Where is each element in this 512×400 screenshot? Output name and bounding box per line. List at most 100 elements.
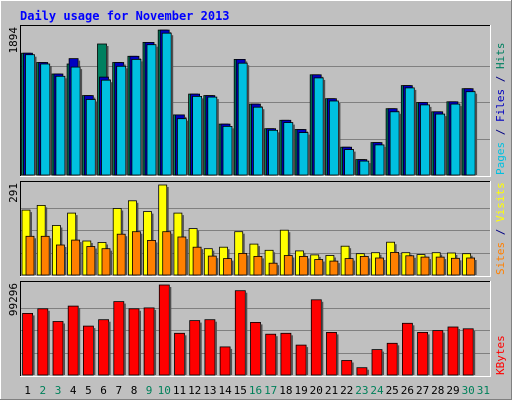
- bar: [435, 256, 445, 276]
- x-tick-label: 31: [477, 384, 490, 397]
- x-tick-label: 14: [218, 384, 232, 397]
- legend-segment: /: [494, 122, 507, 142]
- bar: [25, 54, 35, 176]
- bar: [420, 256, 430, 276]
- bar-shadow: [80, 69, 83, 175]
- bar: [295, 344, 307, 376]
- chart-panels: 1894 Pages / Files / Hits 291 Sites / Visit…: [7, 25, 507, 377]
- bar: [356, 367, 368, 376]
- legend-segment: Pages: [494, 142, 507, 175]
- x-tick-label: 2: [39, 384, 46, 397]
- bar-shadow: [427, 334, 430, 375]
- bar-shadow: [353, 260, 356, 275]
- bar-shadow: [351, 362, 354, 375]
- bar: [116, 233, 126, 276]
- bar-shadow: [322, 261, 325, 275]
- bar-shadow: [413, 257, 416, 275]
- x-axis-tick-labels: 1 2 3 4 5 6 7 8 9 10 11 12 13 14 15 16 17 18 19 20 21 22 23 24 2…: [24, 384, 490, 397]
- bar-shadow: [170, 233, 173, 275]
- bar: [344, 258, 354, 276]
- bar: [177, 236, 187, 276]
- x-tick-label: 20: [310, 384, 323, 397]
- x-tick-label: 11: [173, 384, 186, 397]
- bar: [55, 75, 66, 176]
- panel-top: 1894 Pages / Files / Hits: [7, 25, 507, 177]
- bar: [435, 113, 446, 176]
- bar: [98, 319, 109, 376]
- bar: [25, 235, 35, 276]
- bar-shadow: [261, 258, 264, 275]
- bar: [162, 231, 172, 276]
- bar: [67, 305, 79, 376]
- bar: [375, 257, 384, 276]
- bar-shadow: [368, 163, 371, 175]
- bar: [192, 246, 202, 276]
- bar: [128, 308, 140, 376]
- axis-max-label: 291: [7, 183, 20, 203]
- bar: [250, 321, 261, 376]
- x-tick-label: 26: [401, 384, 414, 397]
- bar-shadow: [155, 242, 158, 275]
- bar-shadow: [49, 66, 52, 175]
- legend-segment: Visits: [494, 182, 507, 222]
- bar-shadow: [384, 146, 386, 175]
- bar: [265, 333, 277, 376]
- bar: [326, 331, 337, 376]
- bar: [344, 149, 355, 176]
- bar: [83, 325, 94, 376]
- bar: [341, 360, 353, 376]
- bar-shadow: [94, 248, 97, 275]
- bar: [374, 144, 385, 176]
- bar: [420, 104, 430, 176]
- bar-shadow: [323, 79, 326, 175]
- bar-shadow: [337, 263, 340, 275]
- bar-shadow: [247, 65, 250, 175]
- bar: [131, 59, 142, 176]
- bar: [22, 312, 34, 376]
- x-tick-label: 21: [325, 384, 338, 397]
- bar-shadow: [78, 308, 81, 375]
- x-tick-label: 29: [446, 384, 459, 397]
- bar: [131, 231, 141, 276]
- x-tick-label: 3: [55, 384, 62, 397]
- bar: [405, 255, 415, 276]
- bar-shadow: [214, 321, 217, 375]
- legend-segment: Hits: [494, 43, 507, 70]
- bar-shadow: [382, 351, 384, 375]
- bar: [52, 321, 64, 376]
- legend-segment: Files: [494, 89, 507, 122]
- bar-shadow: [169, 287, 172, 375]
- bar-shadow: [292, 257, 295, 275]
- bar-shadow: [292, 124, 295, 175]
- series-kbytes: [22, 284, 476, 376]
- legend-segment: Sites: [494, 242, 507, 275]
- bar: [237, 62, 248, 176]
- bar: [219, 346, 231, 376]
- bar: [371, 349, 383, 376]
- bar-shadow: [231, 260, 234, 275]
- bar-shadow: [123, 303, 126, 375]
- bar-shadow: [63, 323, 65, 375]
- bar-shadow: [474, 260, 477, 275]
- x-tick-label: 19: [294, 384, 307, 397]
- bar: [37, 308, 49, 376]
- bar: [238, 252, 248, 276]
- bar: [222, 126, 233, 176]
- bar: [189, 320, 201, 376]
- x-tick-label: 25: [386, 384, 399, 397]
- bar: [462, 328, 474, 376]
- bar-shadow: [260, 324, 263, 375]
- bar: [207, 255, 217, 276]
- axis-max-label: 99296: [7, 283, 20, 316]
- chart-title: Daily usage for November 2013: [20, 9, 230, 23]
- bar: [174, 332, 185, 376]
- x-tick-label: 12: [188, 384, 201, 397]
- bar: [86, 246, 96, 276]
- bar-shadow: [171, 35, 174, 176]
- bar: [40, 63, 51, 176]
- bar: [389, 111, 400, 176]
- bar-shadow: [429, 259, 431, 275]
- bar-shadow: [368, 258, 371, 275]
- bar: [268, 129, 279, 176]
